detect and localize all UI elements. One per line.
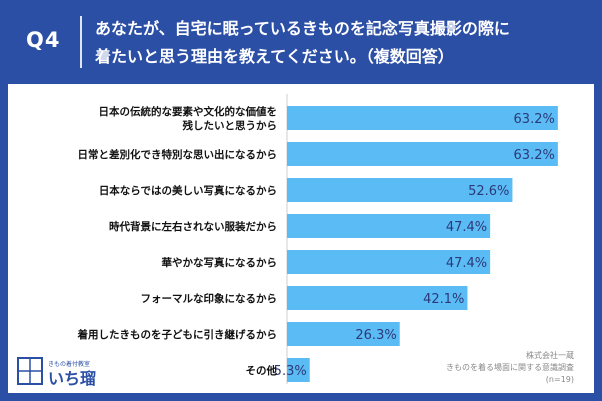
bar-0	[287, 106, 558, 130]
value-label-0: 63.2%	[514, 112, 555, 127]
source-company: 株式会社一蔵	[526, 351, 574, 360]
logo-name: いち瑠	[48, 369, 96, 388]
bar-6	[287, 322, 400, 346]
value-label-5: 42.1%	[423, 292, 464, 307]
source-note: 株式会社一蔵 きものを着る場面に関する意識調査 (n=19)	[446, 350, 574, 386]
category-label-2: 日本ならではの美しい写真になるから	[99, 184, 277, 197]
category-label-0: 日本の伝統的な要素や文化的な価値を残したいと思うから	[99, 105, 278, 132]
bar-7	[287, 358, 310, 382]
header-divider	[80, 16, 82, 68]
value-label-2: 52.6%	[468, 184, 509, 199]
value-label-6: 26.3%	[355, 328, 396, 343]
bar-1	[287, 142, 558, 166]
header-banner: Q4 あなたが、自宅に眠っているきものを記念写真撮影の際に 着たいと思う理由を教…	[0, 0, 602, 84]
question-text: あなたが、自宅に眠っているきものを記念写真撮影の際に 着たいと思う理由を教えてく…	[95, 15, 590, 71]
brand-logo: きもの着付教室 いち瑠	[16, 354, 126, 390]
category-label-6: 着用したきものを子どもに引き継げるから	[77, 328, 278, 341]
bar-2	[287, 178, 513, 202]
category-label-5: フォーマルな印象になるから	[141, 292, 278, 305]
logo-mark-icon: きもの着付教室 いち瑠	[17, 357, 96, 388]
value-label-4: 47.4%	[446, 256, 487, 271]
question-line-1: あなたが、自宅に眠っているきものを記念写真撮影の際に	[95, 19, 510, 38]
question-line-2: 着たいと思う理由を教えてください。（複数回答）	[95, 47, 454, 66]
logo-tagline: きもの着付教室	[48, 360, 90, 368]
category-label-1: 日常と差別化でき特別な思い出になるから	[78, 148, 278, 161]
source-survey: きものを着る場面に関する意識調査	[446, 363, 574, 372]
value-label-1: 63.2%	[514, 148, 555, 163]
question-number: Q4	[26, 28, 61, 52]
value-label-3: 47.4%	[446, 220, 487, 235]
sample-size: (n=19)	[545, 375, 574, 384]
bar-4	[287, 250, 491, 274]
value-label-7: 5.3%	[274, 364, 307, 379]
category-label-7: その他	[246, 364, 278, 377]
category-label-3: 時代背景に左右されない服装だから	[109, 220, 277, 233]
category-label-4: 華やかな写真になるから	[162, 256, 278, 269]
bar-5	[287, 286, 468, 310]
bar-3	[287, 214, 491, 238]
